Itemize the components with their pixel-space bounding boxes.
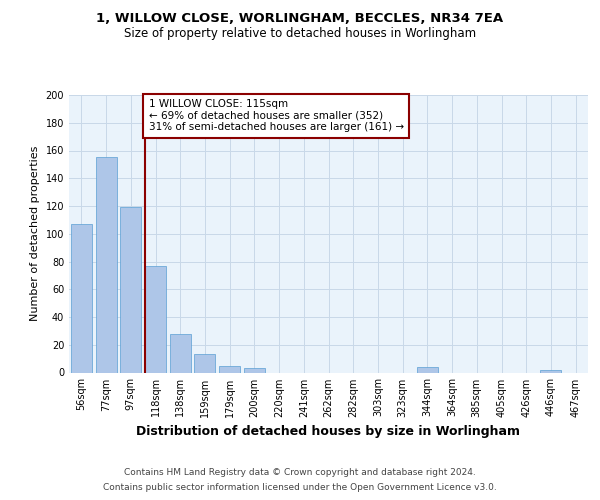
Bar <box>194 354 215 372</box>
Text: 1, WILLOW CLOSE, WORLINGHAM, BECCLES, NR34 7EA: 1, WILLOW CLOSE, WORLINGHAM, BECCLES, NR… <box>97 12 503 26</box>
Bar <box>244 368 265 372</box>
Text: Contains public sector information licensed under the Open Government Licence v3: Contains public sector information licen… <box>103 483 497 492</box>
X-axis label: Distribution of detached houses by size in Worlingham: Distribution of detached houses by size … <box>137 425 521 438</box>
Bar <box>219 366 240 372</box>
Text: 1 WILLOW CLOSE: 115sqm
← 69% of detached houses are smaller (352)
31% of semi-de: 1 WILLOW CLOSE: 115sqm ← 69% of detached… <box>149 99 404 132</box>
Bar <box>541 370 562 372</box>
Text: Contains HM Land Registry data © Crown copyright and database right 2024.: Contains HM Land Registry data © Crown c… <box>124 468 476 477</box>
Bar <box>170 334 191 372</box>
Bar <box>95 158 116 372</box>
Bar <box>145 266 166 372</box>
Y-axis label: Number of detached properties: Number of detached properties <box>30 146 40 322</box>
Text: Size of property relative to detached houses in Worlingham: Size of property relative to detached ho… <box>124 28 476 40</box>
Bar <box>120 208 141 372</box>
Bar <box>71 224 92 372</box>
Bar <box>417 367 438 372</box>
